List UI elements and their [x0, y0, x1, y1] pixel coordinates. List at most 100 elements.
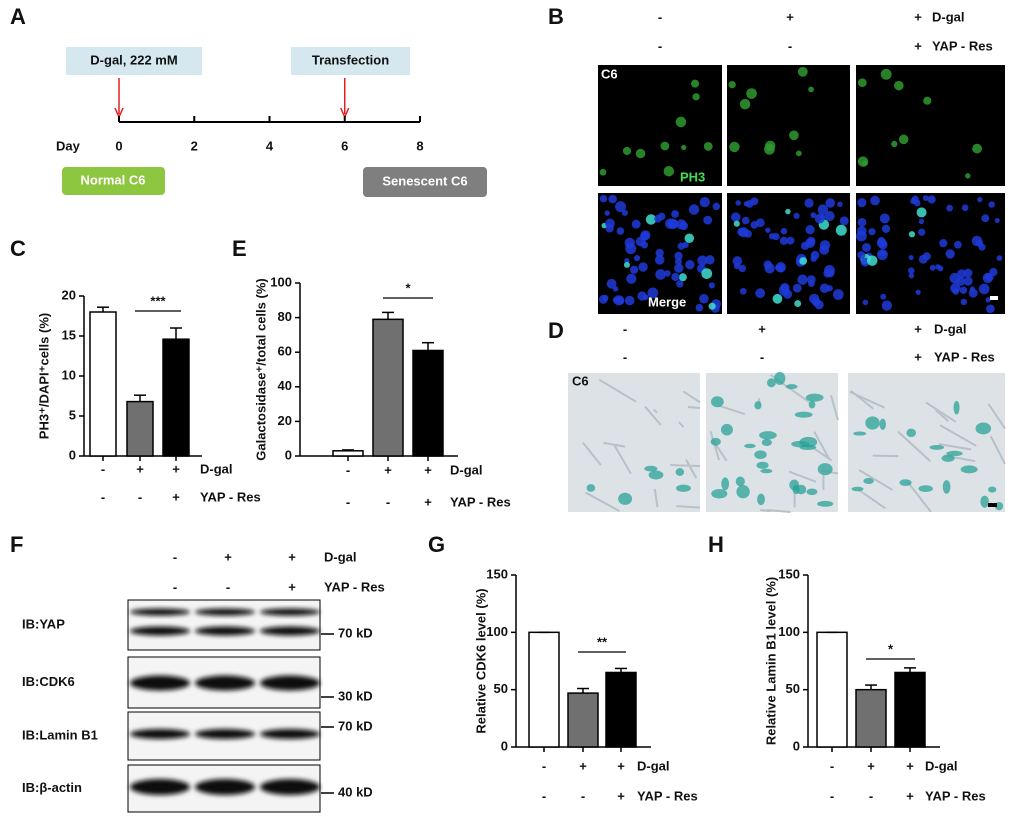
- timeline-tick-label: 2: [191, 138, 198, 153]
- cell: [695, 303, 704, 312]
- stained-cell: [710, 396, 724, 408]
- bar: [567, 692, 599, 748]
- bar: [126, 400, 154, 457]
- stained-cell: [721, 477, 730, 491]
- stained-cell: [759, 431, 777, 440]
- condition-sign: -: [760, 349, 764, 364]
- condition-sign: -: [386, 494, 390, 509]
- cell: [953, 240, 962, 249]
- cell-outline: [678, 421, 685, 428]
- cell: [857, 198, 867, 208]
- band: [195, 608, 255, 616]
- blot-label: IB:Lamin B1: [22, 727, 98, 742]
- cell: [728, 80, 736, 89]
- timeline-axis-label: Day: [56, 138, 81, 153]
- cell: [824, 265, 835, 276]
- cell-outline: [687, 405, 701, 409]
- cell: [950, 283, 961, 294]
- cell-outline: [989, 435, 1006, 465]
- cell: [741, 216, 750, 225]
- cell: [655, 269, 666, 280]
- cell: [733, 220, 740, 227]
- band: [130, 729, 190, 739]
- cell-outline: [670, 463, 701, 468]
- cell-outline: [939, 424, 977, 447]
- cell: [604, 210, 610, 216]
- cell: [923, 96, 932, 105]
- cell: [599, 194, 608, 203]
- cell: [599, 168, 607, 176]
- step-box: [291, 47, 410, 75]
- condition-sign: -: [173, 549, 177, 564]
- cell: [910, 198, 916, 205]
- bar: [89, 311, 117, 457]
- bar: [855, 688, 887, 748]
- condition-sign: -: [346, 462, 350, 477]
- cell: [814, 213, 825, 224]
- step-label: Transfection: [312, 52, 389, 67]
- cell: [745, 199, 754, 208]
- cell-outline: [682, 390, 701, 404]
- blot-label: IB:CDK6: [22, 674, 75, 689]
- condition-sign: +: [914, 9, 922, 24]
- cell: [712, 202, 721, 211]
- cell: [825, 198, 836, 208]
- condition-sign: -: [869, 788, 873, 803]
- condition-sign: -: [226, 579, 230, 594]
- cell: [699, 293, 709, 304]
- cell: [856, 230, 867, 242]
- stained-cell: [817, 463, 833, 476]
- stage-label: Senescent C6: [382, 173, 467, 188]
- band: [195, 626, 255, 636]
- condition-name: YAP - Res: [450, 494, 511, 509]
- stained-cell: [785, 384, 798, 390]
- micrograph: [598, 65, 722, 186]
- cell: [817, 204, 829, 215]
- y-tick-label: 0: [793, 738, 800, 753]
- y-tick-label: 50: [786, 681, 800, 696]
- cell: [671, 210, 679, 218]
- stained-cell: [736, 485, 750, 499]
- stained-cell: [774, 371, 786, 385]
- cell: [703, 215, 713, 225]
- cell-outline: [788, 470, 817, 483]
- y-tick-label: 150: [778, 566, 800, 581]
- cell: [654, 255, 665, 265]
- cell: [624, 257, 630, 264]
- cell-outline: [676, 505, 701, 509]
- cell: [608, 194, 617, 204]
- significance: ***: [150, 293, 166, 308]
- cell: [989, 267, 998, 277]
- condition-sign: +: [288, 579, 296, 594]
- cell: [625, 243, 637, 255]
- band: [195, 729, 255, 739]
- condition-sign: +: [424, 462, 432, 477]
- band: [130, 675, 190, 691]
- cell-outline: [987, 403, 1006, 430]
- stained-cell: [817, 500, 834, 507]
- stained-cell: [754, 401, 762, 410]
- condition-name: YAP - Res: [200, 489, 261, 504]
- condition-name: YAP - Res: [637, 788, 698, 803]
- cell: [792, 283, 802, 293]
- y-axis-label: PH3⁺/DAPI⁺cells (%): [36, 313, 51, 439]
- cell: [786, 236, 795, 245]
- cell-outline: [709, 431, 721, 461]
- scale-bar: [990, 296, 998, 300]
- timeline-tick-label: 0: [115, 138, 122, 153]
- significance: **: [597, 634, 608, 649]
- cell: [810, 250, 820, 260]
- cell: [799, 257, 808, 265]
- cell: [623, 261, 630, 268]
- timeline-tick-label: 4: [266, 138, 274, 153]
- stained-cell: [960, 465, 978, 474]
- band: [130, 608, 190, 616]
- cell-line-label: C6: [572, 373, 589, 388]
- cell: [691, 79, 700, 88]
- cell: [880, 68, 892, 80]
- cell: [616, 296, 625, 305]
- cell: [732, 256, 743, 266]
- condition-name: D-gal: [200, 461, 233, 476]
- y-tick-label: 100: [270, 274, 292, 289]
- micrograph: [856, 65, 1005, 186]
